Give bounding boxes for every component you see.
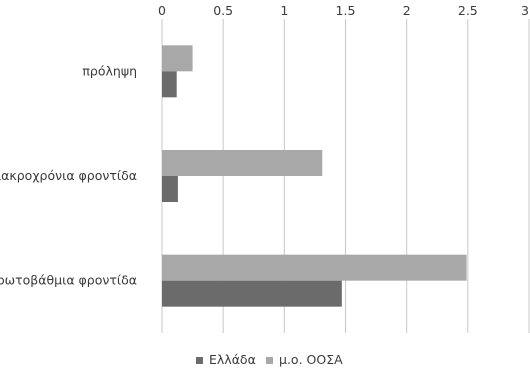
legend: Ελλάδα μ.ο. ΟΟΣΑ xyxy=(196,352,343,367)
bar-greece xyxy=(162,71,177,98)
legend-swatch-oecd-average xyxy=(266,357,273,364)
x-tick-label: 3 xyxy=(521,3,529,18)
x-tick-label: 2.5 xyxy=(458,3,478,18)
x-tick-label: 1.5 xyxy=(336,3,356,18)
x-tick-label: 0 xyxy=(158,3,166,18)
x-tick-label: 2 xyxy=(403,3,411,18)
legend-label-oecd-average: μ.ο. ΟΟΣΑ xyxy=(279,352,343,367)
category-label: πρωτοβάθμια φροντίδα xyxy=(0,273,137,288)
category-labels: πρόληψη μακροχρόνια φροντίδα πρωτοβάθμια φ… xyxy=(0,63,137,287)
bar-oecd-average xyxy=(162,45,193,72)
bar-oecd-average xyxy=(162,150,323,176)
x-axis-ticks: 0 0.5 1 1.5 2 2.5 3 xyxy=(158,3,529,18)
category-label: μακροχρόνια φροντίδα xyxy=(0,168,137,183)
bar-greece xyxy=(162,280,342,307)
x-tick-label: 1 xyxy=(280,3,288,18)
x-tick-label: 0.5 xyxy=(213,3,233,18)
legend-swatch-greece xyxy=(196,357,203,364)
bar-oecd-average xyxy=(162,254,467,281)
bar-greece xyxy=(162,176,178,202)
bars xyxy=(162,45,467,307)
legend-label-greece: Ελλάδα xyxy=(209,352,256,367)
category-label: πρόληψη xyxy=(82,63,137,78)
